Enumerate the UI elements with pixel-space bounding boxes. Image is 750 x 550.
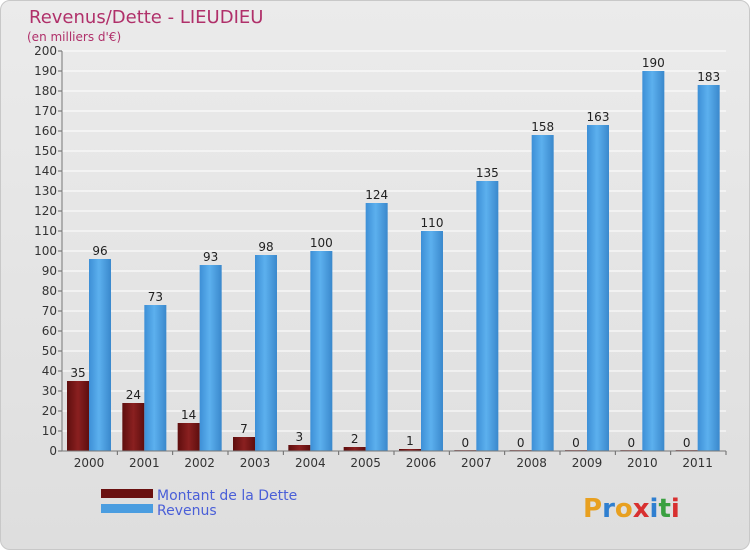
y-tick-label: 0 [49, 444, 57, 458]
logo-letter: o [615, 494, 633, 524]
bar-revenus-2004 [310, 251, 333, 451]
y-tick-label: 80 [42, 284, 57, 298]
data-label-revenus-2001: 73 [148, 290, 163, 304]
proxiti-logo: Proxiti [583, 494, 680, 524]
bar-revenus-2002 [199, 265, 222, 451]
bars: 35 96 24 73 14 93 7 98 3 100 2 124 1 110 0 135 0 158 0 163 0… [67, 56, 720, 451]
y-tick-label: 190 [34, 64, 57, 78]
y-tick-label: 40 [42, 364, 57, 378]
bar-revenus-2010 [642, 71, 665, 451]
legend: Montant de la Dette Revenus [101, 488, 297, 519]
data-label-revenus-2005: 124 [365, 188, 388, 202]
logo-letter: i [650, 494, 659, 524]
y-tick-label: 150 [34, 144, 57, 158]
x-tick-label: 2004 [295, 456, 326, 470]
x-tick-label: 2006 [406, 456, 437, 470]
bar-dette-2000 [67, 381, 89, 451]
bar-dette-2003 [233, 437, 255, 451]
chart-subtitle: (en milliers d'€) [27, 30, 121, 44]
data-label-revenus-2004: 100 [310, 236, 333, 250]
data-label-revenus-2006: 110 [421, 216, 444, 230]
bar-revenus-2007 [476, 181, 499, 451]
logo-letter: r [602, 494, 615, 524]
logo-letter: P [583, 494, 602, 524]
y-tick-label: 200 [34, 44, 57, 58]
y-tick-label: 140 [34, 164, 57, 178]
data-label-dette-2002: 14 [181, 408, 196, 422]
logo-letter: t [658, 494, 670, 524]
y-tick-label: 10 [42, 424, 57, 438]
bar-revenus-2009 [587, 125, 609, 451]
data-label-revenus-2002: 93 [203, 250, 218, 264]
y-tick-label: 130 [34, 184, 57, 198]
y-tick-label: 120 [34, 204, 57, 218]
data-label-dette-2010: 0 [628, 436, 636, 450]
data-label-revenus-2007: 135 [476, 166, 499, 180]
x-tick-label: 2002 [184, 456, 215, 470]
x-tick-label: 2010 [627, 456, 658, 470]
bar-revenus-2001 [144, 305, 167, 451]
x-tick-label: 2005 [350, 456, 381, 470]
y-tick-label: 110 [34, 224, 57, 238]
bar-dette-2001 [122, 403, 145, 451]
data-label-revenus-2008: 158 [531, 120, 554, 134]
legend-label-debt: Montant de la Dette [157, 488, 297, 504]
y-tick-label: 70 [42, 304, 57, 318]
data-label-dette-2000: 35 [70, 366, 85, 380]
y-tick-label: 170 [34, 104, 57, 118]
bar-dette-2005 [343, 447, 366, 451]
bar-dette-2004 [288, 445, 311, 451]
logo-letter: x [633, 494, 650, 524]
bar-revenus-2008 [531, 135, 554, 451]
data-label-revenus-2000: 96 [92, 244, 107, 258]
legend-label-revenus: Revenus [157, 503, 217, 519]
bar-revenus-2011 [697, 85, 720, 451]
x-tick-label: 2000 [74, 456, 105, 470]
data-label-revenus-2003: 98 [258, 240, 273, 254]
legend-swatch-revenus [101, 504, 153, 513]
data-label-dette-2011: 0 [683, 436, 691, 450]
y-tick-label: 30 [42, 384, 57, 398]
y-tick-label: 100 [34, 244, 57, 258]
data-label-dette-2008: 0 [517, 436, 525, 450]
data-label-dette-2003: 7 [240, 422, 248, 436]
data-label-dette-2007: 0 [462, 436, 470, 450]
y-tick-label: 160 [34, 124, 57, 138]
y-axis: 0 10 20 30 40 50 60 70 80 90 100 110 120 130 140 150 160… [34, 44, 63, 458]
y-tick-label: 180 [34, 84, 57, 98]
x-tick-label: 2009 [572, 456, 603, 470]
data-label-revenus-2011: 183 [697, 70, 720, 84]
data-label-dette-2006: 1 [406, 434, 414, 448]
bar-revenus-2003 [255, 255, 277, 451]
x-tick-label: 2001 [129, 456, 160, 470]
x-tick-label: 2007 [461, 456, 492, 470]
data-label-dette-2001: 24 [126, 388, 141, 402]
x-tick-label: 2003 [240, 456, 271, 470]
data-label-revenus-2010: 190 [642, 56, 665, 70]
x-tick-label: 2008 [516, 456, 547, 470]
bar-dette-2002 [177, 423, 200, 451]
data-label-dette-2004: 3 [296, 430, 304, 444]
legend-swatch-debt [101, 489, 153, 498]
y-tick-label: 50 [42, 344, 57, 358]
chart-title: Revenus/Dette - LIEUDIEU [29, 7, 263, 28]
bar-revenus-2000 [89, 259, 111, 451]
x-axis: 2000 2001 2002 2003 2004 2005 2006 2007 2008 2009… [62, 450, 727, 470]
bar-revenus-2006 [421, 231, 443, 451]
y-tick-label: 60 [42, 324, 57, 338]
data-label-revenus-2009: 163 [587, 110, 610, 124]
grid [62, 50, 726, 452]
x-tick-label: 2011 [682, 456, 713, 470]
logo-letter: i [671, 494, 680, 524]
data-label-dette-2009: 0 [572, 436, 580, 450]
data-label-dette-2005: 2 [351, 432, 359, 446]
y-tick-label: 90 [42, 264, 57, 278]
bar-revenus-2005 [365, 203, 388, 451]
y-tick-label: 20 [42, 404, 57, 418]
bar-dette-2006 [399, 449, 421, 451]
